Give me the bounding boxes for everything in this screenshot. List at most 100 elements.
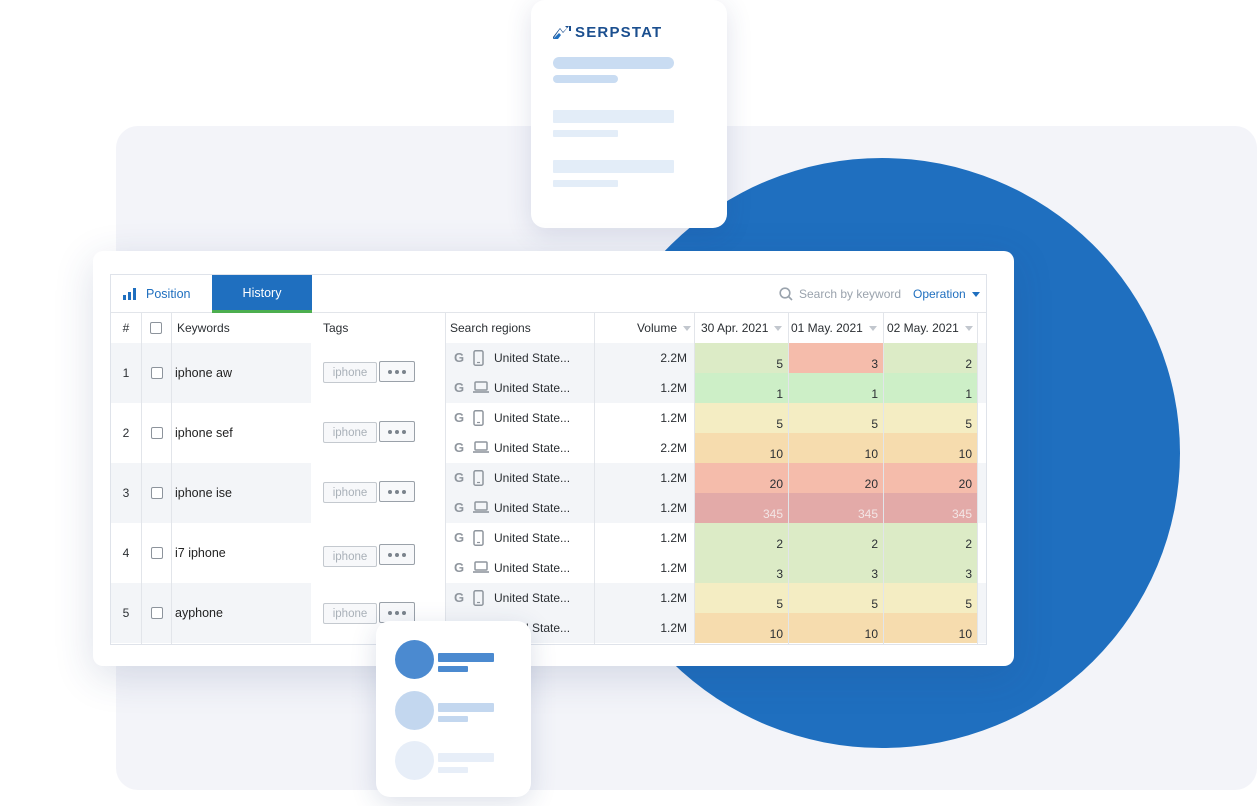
row-checkbox[interactable] [151,427,163,439]
region-text: United State... [494,441,571,455]
column-divider [977,313,978,644]
more-icon[interactable] [379,421,415,442]
device-icon [473,530,484,551]
more-icon[interactable] [379,544,415,565]
volume-value: 1.2M [660,561,687,575]
position-cell: 2 [789,523,883,553]
device-icon [473,560,489,579]
keyword-text[interactable]: iphone ise [175,486,232,500]
more-icon[interactable] [379,481,415,502]
column-divider [883,313,884,644]
tag-cell: iphone [311,583,445,643]
column-divider [171,313,172,644]
table-row[interactable]: 4 i7 iphone iphone [111,523,445,583]
tag-chip[interactable]: iphone [323,482,377,503]
position-cell: 10 [884,433,977,463]
table-row[interactable]: 1 iphone aw iphone [111,343,445,403]
row-checkbox[interactable] [151,607,163,619]
more-icon[interactable] [379,361,415,382]
tab-bar: Position History Search by keyword Opera… [111,275,986,313]
keyword-text[interactable]: iphone aw [175,366,232,380]
keyword-text[interactable]: iphone sef [175,426,233,440]
keyword-text[interactable]: i7 iphone [175,546,226,560]
select-all-checkbox[interactable] [150,322,162,334]
table-row[interactable]: 2 iphone sef iphone [111,403,445,463]
column-header-number: # [122,321,130,335]
tag-chip[interactable]: iphone [323,603,377,624]
placeholder-line [438,716,468,722]
user-list-card [376,621,531,797]
device-icon [473,470,484,491]
tab-position[interactable]: Position [123,275,211,313]
column-divider [445,313,446,644]
logo-text: SERPSTAT [575,24,663,41]
region-row: G United State... 1.2M 2 2 2 [445,523,986,553]
mobile-icon [473,470,484,486]
search-icon [779,287,793,301]
position-cell: 5 [884,403,977,433]
position-cell: 345 [789,493,883,523]
volume-value: 1.2M [660,531,687,545]
position-cell: 2 [884,343,977,373]
tag-cell: iphone [311,523,445,583]
region-text: United State... [494,501,571,515]
desktop-icon [473,381,489,393]
position-cell: 10 [884,613,977,643]
date-header-label: 02 May. 2021 [887,321,959,335]
desktop-icon [473,501,489,513]
serpstat-logo: SERPSTAT [553,24,662,41]
row-number: 2 [122,426,130,440]
tag-chip[interactable]: iphone [323,362,377,383]
row-checkbox[interactable] [151,547,163,559]
region-text: United State... [494,351,571,365]
volume-value: 1.2M [660,501,687,515]
tab-history-label: History [242,285,282,300]
placeholder-line [553,180,618,187]
mobile-icon [473,350,484,366]
google-icon: G [454,470,465,485]
tab-position-label: Position [146,287,191,301]
sort-icon [964,325,973,331]
avatar [395,691,434,730]
bar-chart-icon [123,288,136,300]
row-checkbox[interactable] [151,367,163,379]
position-cell: 5 [884,583,977,613]
search-input[interactable]: Search by keyword [779,275,901,313]
tag-chip[interactable]: iphone [323,546,377,567]
keyword-text[interactable]: ayphone [175,606,223,620]
position-cell: 1 [884,373,977,403]
placeholder-line [438,653,494,662]
more-icon[interactable] [379,602,415,623]
position-cell: 20 [695,463,788,493]
google-icon: G [454,350,465,365]
region-text: United State... [494,381,571,395]
volume-value: 1.2M [660,591,687,605]
placeholder-line [553,160,674,173]
report-card: SERPSTAT [531,0,727,228]
column-header-date-3[interactable]: 02 May. 2021 [887,313,983,343]
position-cell: 10 [695,613,788,643]
placeholder-line [553,57,674,69]
device-icon [473,410,484,431]
column-header-keywords[interactable]: Keywords [177,321,230,335]
position-cell: 1 [695,373,788,403]
desktop-icon [473,441,489,453]
table-row[interactable]: 3 iphone ise iphone [111,463,445,523]
column-header-volume[interactable]: Volume [595,313,691,343]
column-header-date-2[interactable]: 01 May. 2021 [791,313,885,343]
desktop-icon [473,561,489,573]
device-icon [473,500,489,519]
operation-dropdown[interactable]: Operation [913,275,980,313]
column-header-date-1[interactable]: 30 Apr. 2021 [701,313,793,343]
volume-header-label: Volume [636,321,677,335]
volume-value: 2.2M [660,351,687,365]
region-row: G United State... 1.2M 5 5 5 [445,403,986,433]
placeholder-line [438,753,494,762]
tag-chip[interactable]: iphone [323,422,377,443]
row-checkbox[interactable] [151,487,163,499]
tab-history[interactable]: History [212,275,312,313]
tag-cell: iphone [311,343,445,403]
column-header-search-regions: Search regions [450,321,531,335]
position-cell: 3 [695,553,788,583]
region-text: United State... [494,561,571,575]
